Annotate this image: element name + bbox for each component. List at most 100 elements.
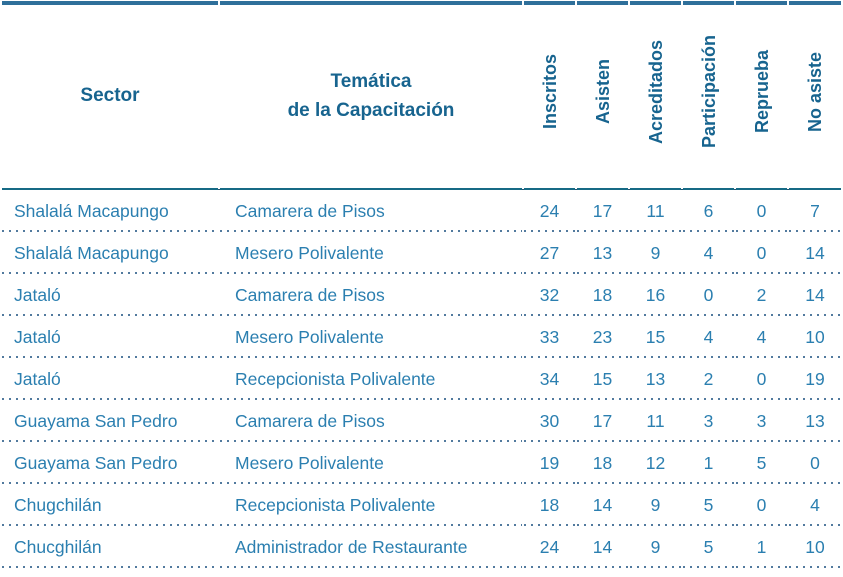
value-cell: 13 (789, 400, 841, 442)
value-cell: 34 (524, 358, 575, 400)
sector-cell: Guayama San Pedro (2, 400, 218, 442)
value-cell: 1 (683, 442, 734, 484)
value-cell: 3 (683, 400, 734, 442)
tematica-cell: Camarera de Pisos (220, 400, 522, 442)
column-header-participacion-label: Participación (698, 35, 719, 149)
tematica-cell: Camarera de Pisos (220, 190, 522, 232)
value-cell: 5 (683, 526, 734, 568)
value-cell: 32 (524, 274, 575, 316)
table-row: Guayama San Pedro Camarera de Pisos 30 17 11… (2, 400, 841, 442)
table-header: Sector Temática de la Capacitación Inscr… (2, 1, 841, 190)
value-cell: 14 (577, 484, 628, 526)
value-cell: 4 (683, 316, 734, 358)
value-cell: 15 (577, 358, 628, 400)
table-row: Chucghilán Administrador de Restaurante 24… (2, 526, 841, 568)
value-cell: 6 (683, 190, 734, 232)
column-header-acreditados: Acreditados (630, 1, 681, 190)
value-cell: 14 (789, 274, 841, 316)
column-header-tematica-line2: de la Capacitación (287, 99, 455, 121)
sector-cell: Jataló (2, 316, 218, 358)
value-cell: 9 (630, 526, 681, 568)
column-header-inscritos: Inscritos (524, 1, 575, 190)
value-cell: 7 (789, 190, 841, 232)
table-row: Shalalá Macapungo Mesero Polivalente 27 13 9… (2, 232, 841, 274)
tematica-cell: Camarera de Pisos (220, 274, 522, 316)
value-cell: 18 (577, 274, 628, 316)
table-body: Shalalá Macapungo Camarera de Pisos 24 17 11… (2, 190, 841, 568)
table-row: Shalalá Macapungo Camarera de Pisos 24 17 11… (2, 190, 841, 232)
value-cell: 1 (736, 526, 787, 568)
column-header-no-asiste-label: No asiste (805, 51, 825, 132)
value-cell: 17 (577, 190, 628, 232)
value-cell: 4 (683, 232, 734, 274)
sector-cell: Guayama San Pedro (2, 442, 218, 484)
column-header-acreditados-label: Acreditados (645, 39, 666, 144)
tematica-cell: Mesero Polivalente (220, 316, 522, 358)
header-row: Sector Temática de la Capacitación Inscr… (2, 1, 841, 190)
value-cell: 2 (683, 358, 734, 400)
sector-cell: Jataló (2, 358, 218, 400)
value-cell: 19 (524, 442, 575, 484)
column-header-no-asiste: No asiste (789, 1, 841, 190)
value-cell: 19 (789, 358, 841, 400)
tematica-cell: Recepcionista Polivalente (220, 358, 522, 400)
sector-cell: Jataló (2, 274, 218, 316)
sector-cell: Shalalá Macapungo (2, 232, 218, 274)
column-header-tematica-line1: Temática (330, 71, 412, 92)
column-header-participacion: Participación (683, 1, 734, 190)
value-cell: 4 (789, 484, 841, 526)
table-row: Jataló Mesero Polivalente 33 23 15 4 4 10 (2, 316, 841, 358)
value-cell: 15 (630, 316, 681, 358)
value-cell: 16 (630, 274, 681, 316)
column-header-sector: Sector (2, 1, 218, 190)
value-cell: 18 (524, 484, 575, 526)
value-cell: 10 (789, 316, 841, 358)
tematica-cell: Recepcionista Polivalente (220, 484, 522, 526)
value-cell: 14 (789, 232, 841, 274)
table-row: Chugchilán Recepcionista Polivalente 18 14 9… (2, 484, 841, 526)
column-header-asisten-label: Asisten (592, 59, 613, 125)
value-cell: 5 (683, 484, 734, 526)
value-cell: 33 (524, 316, 575, 358)
value-cell: 13 (577, 232, 628, 274)
tematica-cell: Administrador de Restaurante (220, 526, 522, 568)
table-row: Jataló Camarera de Pisos 32 18 16 0 2 14 (2, 274, 841, 316)
value-cell: 5 (736, 442, 787, 484)
value-cell: 17 (577, 400, 628, 442)
value-cell: 2 (736, 274, 787, 316)
value-cell: 0 (736, 358, 787, 400)
value-cell: 11 (630, 190, 681, 232)
value-cell: 18 (577, 442, 628, 484)
value-cell: 3 (736, 400, 787, 442)
value-cell: 4 (736, 316, 787, 358)
value-cell: 14 (577, 526, 628, 568)
value-cell: 0 (683, 274, 734, 316)
value-cell: 23 (577, 316, 628, 358)
tematica-cell: Mesero Polivalente (220, 442, 522, 484)
column-header-inscritos-label: Inscritos (539, 54, 560, 130)
value-cell: 0 (736, 232, 787, 274)
value-cell: 0 (736, 190, 787, 232)
sector-cell: Chucghilán (2, 526, 218, 568)
column-header-asisten: Asisten (577, 1, 628, 190)
column-header-reprueba: Reprueba (736, 1, 787, 190)
column-header-tematica: Temática de la Capacitación (220, 1, 522, 190)
value-cell: 30 (524, 400, 575, 442)
table-row: Guayama San Pedro Mesero Polivalente 19 18 1… (2, 442, 841, 484)
value-cell: 11 (630, 400, 681, 442)
tematica-cell: Mesero Polivalente (220, 232, 522, 274)
value-cell: 10 (789, 526, 841, 568)
sector-cell: Chugchilán (2, 484, 218, 526)
column-header-reprueba-label: Reprueba (751, 50, 772, 134)
value-cell: 24 (524, 190, 575, 232)
value-cell: 12 (630, 442, 681, 484)
value-cell: 24 (524, 526, 575, 568)
value-cell: 9 (630, 232, 681, 274)
table-row: Jataló Recepcionista Polivalente 34 15 13 2 0 1… (2, 358, 841, 400)
value-cell: 27 (524, 232, 575, 274)
column-header-sector-label: Sector (80, 85, 140, 107)
value-cell: 0 (736, 484, 787, 526)
value-cell: 9 (630, 484, 681, 526)
value-cell: 0 (789, 442, 841, 484)
